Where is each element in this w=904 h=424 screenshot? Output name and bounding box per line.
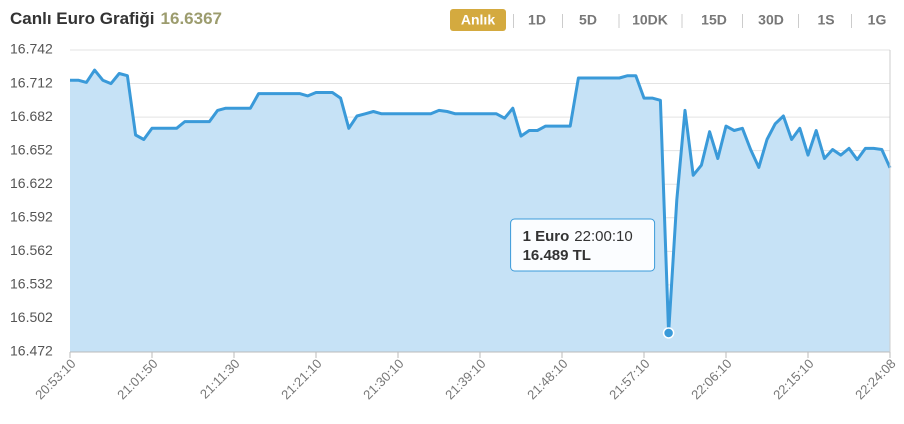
x-tick-label: 21:30:10 bbox=[360, 356, 406, 402]
tab[interactable]: 1S bbox=[817, 12, 834, 28]
tab[interactable]: 1D bbox=[528, 12, 546, 28]
tab[interactable]: 15D bbox=[701, 12, 727, 28]
tab[interactable]: 10DK bbox=[632, 12, 668, 28]
y-tick-label: 16.622 bbox=[10, 175, 53, 191]
title-text: Canlı Euro Grafiği bbox=[10, 9, 155, 28]
tab[interactable]: 5D bbox=[579, 12, 597, 28]
area bbox=[70, 70, 890, 352]
x-tick-label: 22:15:10 bbox=[770, 356, 816, 402]
tab-bar: Anlık 1D 5D 10DK 15D 30D 1S 1G bbox=[450, 9, 886, 31]
tab[interactable]: 30D bbox=[758, 12, 784, 28]
x-tick-label: 21:01:50 bbox=[114, 356, 160, 402]
tooltip bbox=[510, 218, 656, 272]
highlight-point bbox=[662, 327, 675, 339]
y-tick-label: 16.472 bbox=[10, 343, 53, 359]
current-price: 16.6367 bbox=[161, 9, 222, 28]
y-tick-label: 16.562 bbox=[10, 242, 53, 258]
y-tick-label: 16.502 bbox=[10, 309, 53, 325]
x-tick-label: 21:48:10 bbox=[524, 356, 570, 402]
chart-title: Canlı Euro Grafiği 16.6367 bbox=[10, 9, 222, 28]
y-tick-label: 16.592 bbox=[10, 208, 53, 224]
tab[interactable]: Anlık bbox=[461, 12, 495, 28]
plot-area: 16.742 16.712 16.682 16.652 16.622 16.592 16.5… bbox=[10, 41, 899, 403]
x-tick-label: 21:11:30 bbox=[197, 356, 243, 402]
x-tick-label: 20:53:10 bbox=[32, 356, 78, 402]
y-tick-label: 16.742 bbox=[10, 41, 53, 57]
y-tick-label: 16.682 bbox=[10, 108, 53, 124]
tab[interactable]: 1G bbox=[868, 12, 887, 28]
tooltip-line: 1 Euro 22:00:10 bbox=[523, 228, 633, 245]
tooltip-time: 22:00:10 bbox=[574, 228, 632, 245]
tooltip-name: 1 Euro bbox=[523, 228, 570, 245]
tooltip-value: 16.489 TL bbox=[523, 247, 591, 264]
y-tick-label: 16.712 bbox=[10, 74, 53, 90]
y-tick-label: 16.652 bbox=[10, 141, 53, 157]
y-tick-label: 16.532 bbox=[10, 276, 53, 292]
tab-active-bg[interactable] bbox=[450, 9, 506, 31]
x-tick-label: 21:21:10 bbox=[278, 356, 324, 402]
x-tick-label: 21:39:10 bbox=[442, 356, 488, 402]
x-tick-label: 22:24:08 bbox=[852, 356, 898, 402]
x-tick-label: 22:06:10 bbox=[688, 356, 734, 402]
x-tick-label: 21:57:10 bbox=[606, 356, 652, 402]
line bbox=[70, 68, 892, 335]
